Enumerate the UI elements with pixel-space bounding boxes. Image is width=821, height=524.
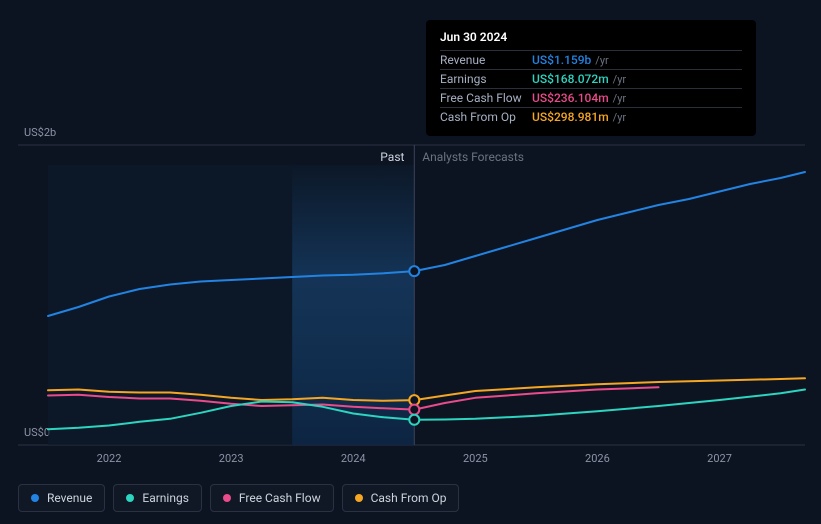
legend-item-revenue[interactable]: Revenue	[18, 484, 105, 512]
legend-item-cash-from-op[interactable]: Cash From Op	[342, 484, 460, 512]
tooltip-row: RevenueUS$1.159b/yr	[440, 50, 742, 69]
legend-dot-icon	[126, 494, 134, 502]
legend-label: Free Cash Flow	[239, 491, 321, 505]
legend-dot-icon	[31, 494, 39, 502]
legend-item-earnings[interactable]: Earnings	[113, 484, 202, 512]
tooltip-row: Cash From OpUS$298.981m/yr	[440, 107, 742, 126]
legend-dot-icon	[355, 494, 363, 502]
marker-free_cash_flow	[409, 405, 419, 415]
tooltip-metric-unit: /yr	[613, 111, 626, 124]
tooltip-metric-label: Revenue	[440, 53, 532, 67]
hover-tooltip: Jun 30 2024 RevenueUS$1.159b/yrEarningsU…	[426, 20, 756, 136]
x-tick-label: 2024	[341, 452, 366, 465]
marker-revenue	[409, 266, 419, 276]
region-label-past: Past	[380, 150, 404, 164]
x-axis-ticks: 2022 2023 2024 2025 2026 2027	[0, 452, 821, 472]
x-tick-label: 2023	[219, 452, 244, 465]
tooltip-metric-label: Cash From Op	[440, 110, 532, 124]
tooltip-metric-value: US$236.104m	[532, 91, 609, 105]
tooltip-metric-value: US$1.159b	[532, 53, 591, 67]
tooltip-metric-unit: /yr	[595, 54, 608, 67]
x-tick-label: 2025	[463, 452, 488, 465]
tooltip-metric-label: Earnings	[440, 72, 532, 86]
tooltip-row: EarningsUS$168.072m/yr	[440, 69, 742, 88]
legend-item-free-cash-flow[interactable]: Free Cash Flow	[210, 484, 334, 512]
x-tick-label: 2027	[707, 452, 732, 465]
legend-label: Cash From Op	[371, 491, 447, 505]
legend-dot-icon	[223, 494, 231, 502]
tooltip-metric-label: Free Cash Flow	[440, 91, 532, 105]
legend-label: Revenue	[47, 491, 92, 505]
x-tick-label: 2026	[585, 452, 610, 465]
financial-forecast-chart: US$2b US$0 Past Analysts Forecasts 20222…	[0, 0, 821, 524]
x-tick-label: 2022	[97, 452, 122, 465]
legend-label: Earnings	[142, 491, 189, 505]
region-label-forecast: Analysts Forecasts	[422, 150, 524, 164]
marker-earnings	[409, 415, 419, 425]
tooltip-metric-unit: /yr	[613, 73, 626, 86]
tooltip-metric-value: US$298.981m	[532, 110, 609, 124]
chart-legend: Revenue Earnings Free Cash Flow Cash From O…	[18, 484, 459, 512]
tooltip-metric-value: US$168.072m	[532, 72, 609, 86]
tooltip-row: Free Cash FlowUS$236.104m/yr	[440, 88, 742, 107]
tooltip-metric-unit: /yr	[613, 92, 626, 105]
tooltip-date: Jun 30 2024	[440, 30, 742, 44]
